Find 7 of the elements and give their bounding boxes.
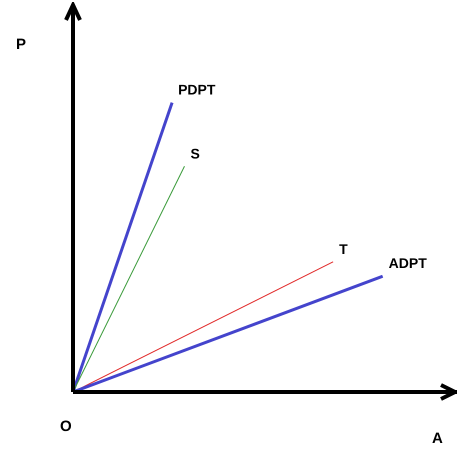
series-label: ADPT xyxy=(388,255,428,272)
series-label: PDPT xyxy=(178,82,216,98)
series-label: T xyxy=(339,240,348,257)
series-label: S xyxy=(190,145,200,162)
y-axis-title: P xyxy=(16,36,26,53)
x-axis-title: A xyxy=(432,430,443,447)
text: O xyxy=(60,418,72,435)
